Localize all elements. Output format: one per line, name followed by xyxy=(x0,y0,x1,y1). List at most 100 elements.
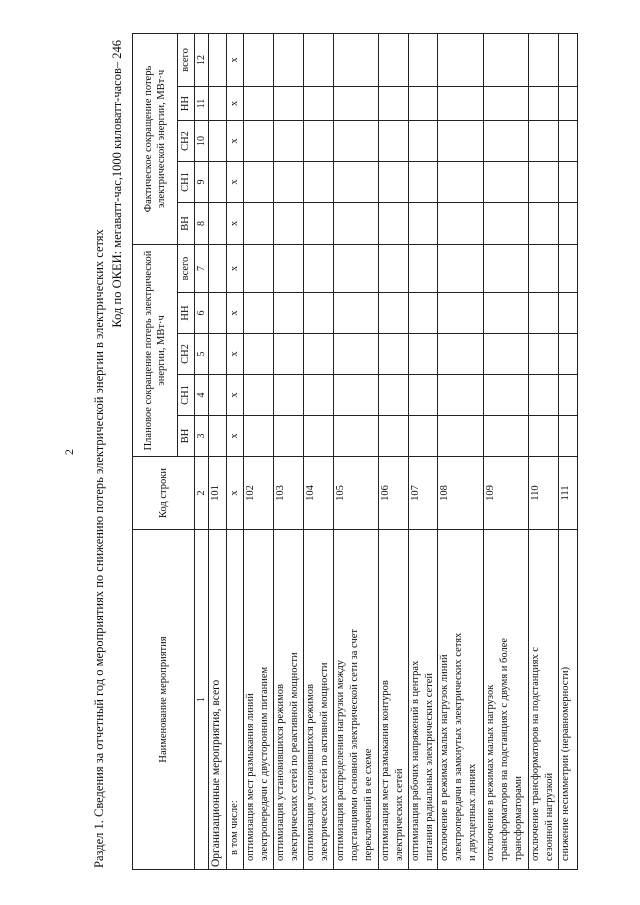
value-cell[interactable] xyxy=(243,120,274,162)
value-cell[interactable] xyxy=(378,415,409,457)
value-cell[interactable] xyxy=(528,33,559,87)
value-cell[interactable] xyxy=(437,161,484,203)
value-cell[interactable] xyxy=(208,244,227,293)
value-cell[interactable] xyxy=(378,333,409,375)
value-cell[interactable] xyxy=(273,120,304,162)
value-cell[interactable] xyxy=(333,292,379,334)
value-cell[interactable] xyxy=(408,244,438,293)
value-cell[interactable] xyxy=(437,244,484,293)
value-cell[interactable]: x xyxy=(226,161,244,203)
value-cell[interactable] xyxy=(243,202,274,245)
value-cell[interactable] xyxy=(558,244,578,293)
value-cell[interactable] xyxy=(333,202,379,245)
value-cell[interactable] xyxy=(208,374,227,416)
value-cell[interactable] xyxy=(437,120,484,162)
value-cell[interactable] xyxy=(243,86,274,121)
value-cell[interactable] xyxy=(558,292,578,334)
value-cell[interactable] xyxy=(408,202,438,245)
value-cell[interactable] xyxy=(333,374,379,416)
value-cell[interactable]: x xyxy=(226,333,244,375)
value-cell[interactable] xyxy=(273,333,304,375)
value-cell[interactable] xyxy=(528,244,559,293)
value-cell[interactable] xyxy=(558,120,578,162)
value-cell[interactable] xyxy=(378,120,409,162)
value-cell[interactable] xyxy=(243,374,274,416)
value-cell[interactable] xyxy=(208,333,227,375)
value-cell[interactable] xyxy=(333,333,379,375)
value-cell[interactable] xyxy=(273,292,304,334)
value-cell[interactable] xyxy=(303,120,334,162)
value-cell[interactable] xyxy=(208,292,227,334)
value-cell[interactable] xyxy=(408,161,438,203)
value-cell[interactable] xyxy=(208,415,227,457)
value-cell[interactable] xyxy=(483,292,529,334)
value-cell[interactable] xyxy=(483,33,529,87)
value-cell[interactable] xyxy=(333,244,379,293)
value-cell[interactable] xyxy=(437,292,484,334)
value-cell[interactable] xyxy=(408,374,438,416)
value-cell[interactable] xyxy=(243,244,274,293)
value-cell[interactable] xyxy=(528,86,559,121)
value-cell[interactable] xyxy=(333,86,379,121)
value-cell[interactable] xyxy=(483,415,529,457)
value-cell[interactable] xyxy=(273,202,304,245)
value-cell[interactable] xyxy=(273,244,304,293)
value-cell[interactable] xyxy=(273,33,304,87)
value-cell[interactable] xyxy=(558,161,578,203)
value-cell[interactable] xyxy=(483,202,529,245)
value-cell[interactable] xyxy=(437,202,484,245)
value-cell[interactable] xyxy=(483,120,529,162)
value-cell[interactable] xyxy=(333,415,379,457)
value-cell[interactable] xyxy=(408,415,438,457)
value-cell[interactable]: x xyxy=(226,244,244,293)
value-cell[interactable] xyxy=(483,333,529,375)
value-cell[interactable] xyxy=(558,202,578,245)
value-cell[interactable] xyxy=(378,292,409,334)
value-cell[interactable] xyxy=(208,161,227,203)
value-cell[interactable] xyxy=(558,333,578,375)
value-cell[interactable] xyxy=(333,161,379,203)
value-cell[interactable] xyxy=(243,415,274,457)
value-cell[interactable] xyxy=(558,33,578,87)
value-cell[interactable] xyxy=(303,415,334,457)
value-cell[interactable] xyxy=(208,86,227,121)
value-cell[interactable] xyxy=(483,244,529,293)
value-cell[interactable] xyxy=(273,374,304,416)
value-cell[interactable] xyxy=(333,120,379,162)
value-cell[interactable] xyxy=(273,86,304,121)
value-cell[interactable] xyxy=(408,120,438,162)
value-cell[interactable] xyxy=(303,161,334,203)
value-cell[interactable] xyxy=(303,33,334,87)
value-cell[interactable] xyxy=(437,415,484,457)
value-cell[interactable] xyxy=(408,292,438,334)
value-cell[interactable] xyxy=(303,374,334,416)
value-cell[interactable] xyxy=(558,415,578,457)
value-cell[interactable] xyxy=(243,292,274,334)
value-cell[interactable] xyxy=(208,120,227,162)
value-cell[interactable] xyxy=(437,86,484,121)
value-cell[interactable]: x xyxy=(226,374,244,416)
value-cell[interactable]: x xyxy=(226,292,244,334)
value-cell[interactable] xyxy=(378,33,409,87)
value-cell[interactable] xyxy=(437,33,484,87)
value-cell[interactable] xyxy=(528,374,559,416)
value-cell[interactable] xyxy=(408,333,438,375)
value-cell[interactable] xyxy=(208,33,227,87)
value-cell[interactable] xyxy=(483,86,529,121)
value-cell[interactable] xyxy=(378,202,409,245)
value-cell[interactable] xyxy=(528,161,559,203)
value-cell[interactable] xyxy=(273,161,304,203)
value-cell[interactable]: x xyxy=(226,33,244,87)
value-cell[interactable] xyxy=(408,86,438,121)
value-cell[interactable] xyxy=(333,33,379,87)
value-cell[interactable] xyxy=(273,415,304,457)
value-cell[interactable] xyxy=(558,374,578,416)
value-cell[interactable] xyxy=(243,161,274,203)
value-cell[interactable] xyxy=(378,161,409,203)
value-cell[interactable] xyxy=(303,292,334,334)
value-cell[interactable]: x xyxy=(226,415,244,457)
value-cell[interactable] xyxy=(528,120,559,162)
value-cell[interactable] xyxy=(243,333,274,375)
value-cell[interactable] xyxy=(303,202,334,245)
value-cell[interactable] xyxy=(303,244,334,293)
